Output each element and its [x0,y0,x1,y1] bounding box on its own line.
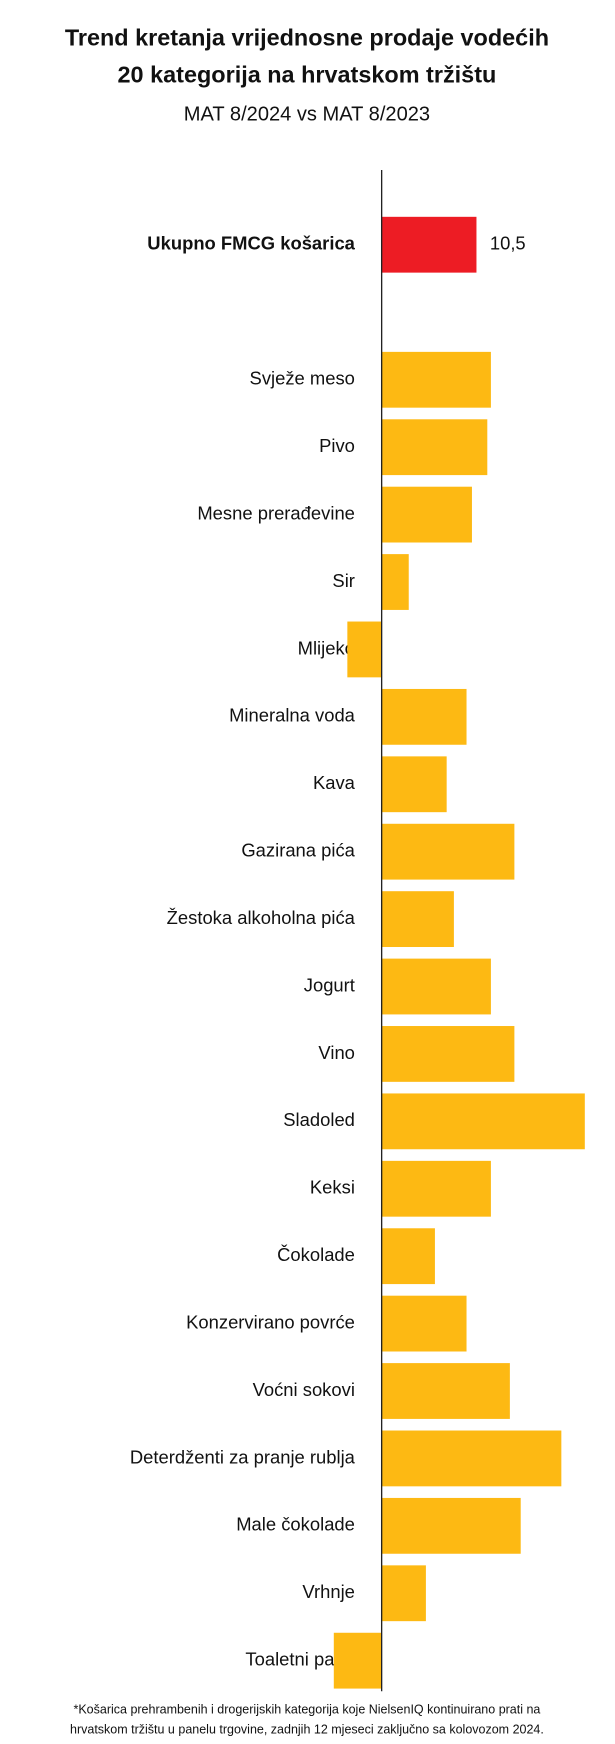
bar [381,486,472,543]
bar [381,1565,426,1622]
bar [381,1026,515,1082]
category-label: Žestoka alkoholna pića [167,907,356,928]
bar [381,958,491,1015]
bar [381,419,488,476]
category-label: Voćni sokovi [253,1379,355,1400]
category-label: Vino [318,1042,355,1063]
category-label: Kava [313,772,356,793]
bar [381,351,491,408]
category-label: Mineralna voda [229,705,356,726]
bar [333,1632,382,1689]
bar [381,1228,435,1285]
category-label: Sir [332,570,355,591]
category-label: Toaletni papir [245,1649,355,1670]
category-label: Pivo [319,435,355,456]
chart-subtitle: MAT 8/2024 vs MAT 8/2023 [184,104,430,126]
bar [381,1093,585,1150]
category-label: Jogurt [304,974,355,995]
bar [381,688,467,745]
category-label: Konzervirano povrće [186,1311,355,1332]
category-label: Keksi [310,1177,355,1198]
category-label: Čokolade [277,1244,355,1265]
bar [381,891,454,948]
category-label: Gazirana pića [241,840,355,861]
bar [381,1160,491,1217]
bar [381,1295,467,1352]
category-label: Sladoled [283,1109,355,1130]
category-label: Male čokolade [236,1514,355,1535]
bar [381,1363,510,1419]
bar [381,756,447,813]
bar [381,1497,521,1554]
category-label: Mesne prerađevine [197,502,355,523]
category-label: Ukupno FMCG košarica [147,233,355,254]
bar [381,1430,562,1487]
footnote: *Košarica prehrambenih i drogerijskih ka… [73,1703,540,1717]
category-label: Svježe meso [250,368,355,389]
bar [381,823,515,880]
bar [381,554,409,610]
footnote: hrvatskom tržištu u panelu trgovine, zad… [70,1723,544,1737]
chart-title: Trend kretanja vrijednosne prodaje vodeć… [65,25,549,51]
chart-title: 20 kategorija na hrvatskom tržištu [118,61,497,87]
bar [381,216,477,273]
category-label: Vrhnje [302,1581,355,1602]
category-label: Deterdženti za pranje rublja [130,1446,356,1467]
value-label: 10,5 [490,233,526,254]
bar [347,621,382,678]
category-label: Mlijeko [298,637,355,658]
